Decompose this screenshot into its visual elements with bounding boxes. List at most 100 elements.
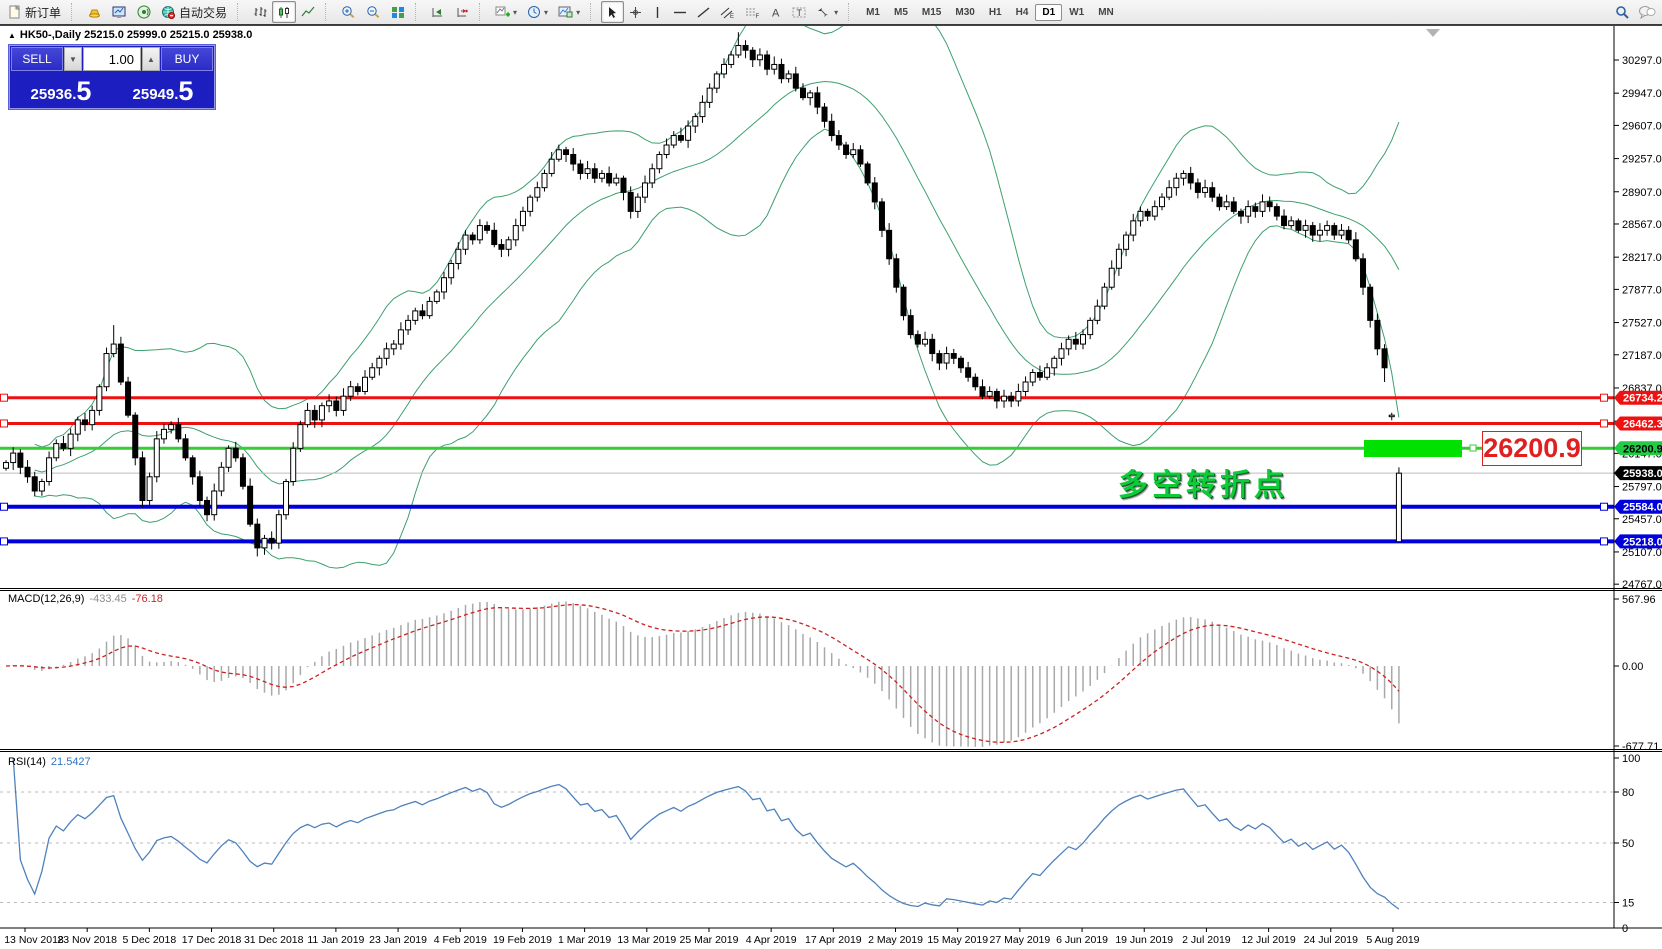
chart-canvas[interactable]: 30297.0 29947.0 29607.0 29257.0 28907.0 28567…: [0, 25, 1662, 949]
new-order-icon: [9, 5, 21, 19]
cursor-tool-button[interactable]: [601, 1, 625, 23]
candle-body: [297, 424, 304, 449]
timeframe-h4-button[interactable]: H4: [1015, 6, 1029, 18]
candle-body: [1374, 319, 1381, 350]
charts-button[interactable]: [107, 1, 132, 23]
callout-anchor-handle[interactable]: [1469, 444, 1477, 452]
timeframe-h1-button[interactable]: H1: [988, 6, 1002, 18]
candle-body: [1080, 334, 1086, 345]
candle-body: [1245, 206, 1252, 217]
line-anchor-handle[interactable]: [0, 419, 8, 428]
candle-body: [326, 400, 333, 407]
bar-chart-type-button[interactable]: [248, 1, 272, 23]
market-watch-button[interactable]: [82, 1, 107, 23]
candle-body: [24, 466, 31, 478]
volume-decrease-button[interactable]: ▼: [64, 47, 82, 71]
search-icon[interactable]: [1615, 5, 1630, 20]
scroll-to-end-marker[interactable]: [1426, 29, 1440, 37]
timeframe-m5-button[interactable]: M5: [894, 6, 908, 18]
chart-shift-button[interactable]: [450, 1, 474, 23]
candle-chart-icon: [279, 6, 290, 18]
hline-tool-button[interactable]: [668, 1, 692, 23]
trendline-tool-button[interactable]: [692, 1, 715, 23]
timeframe-mn-button[interactable]: MN: [1098, 6, 1114, 18]
turning-point-highlight-box[interactable]: [1364, 440, 1462, 457]
new-order-button[interactable]: 新订单: [3, 1, 66, 23]
periods-button[interactable]: ▾: [522, 1, 553, 23]
dropdown-caret: ▾: [834, 7, 839, 17]
fibonacci-tool-button[interactable]: F: [740, 1, 765, 23]
zoom-out-button[interactable]: [361, 1, 386, 23]
line-anchor-handle[interactable]: [1600, 537, 1608, 546]
timeframe-d1-button[interactable]: D1: [1035, 3, 1063, 21]
candle-body: [160, 428, 167, 440]
date-tick-label: 23 Nov 2018: [57, 934, 117, 946]
candle-body: [1237, 210, 1244, 217]
auto-scroll-button[interactable]: [426, 1, 450, 23]
price-badge: [1614, 534, 1662, 549]
line-anchor-handle[interactable]: [0, 502, 8, 511]
label-tool-button[interactable]: T: [787, 1, 811, 23]
candle-body: [247, 485, 254, 525]
line-anchor-handle[interactable]: [0, 393, 8, 402]
candle-body: [419, 310, 426, 317]
timeframe-m15-button[interactable]: M15: [921, 6, 942, 18]
price-tick-label: 25797.0: [1622, 482, 1662, 494]
candle-body: [1101, 286, 1108, 307]
line-chart-type-button[interactable]: [296, 1, 320, 23]
candle-body: [764, 54, 771, 70]
price-badge-label: 26734.2: [1623, 393, 1662, 405]
chat-icon[interactable]: [1638, 5, 1656, 19]
candle-body: [914, 334, 921, 345]
buy-button[interactable]: BUY: [161, 47, 213, 71]
candle-body: [1367, 286, 1374, 321]
candle-body: [1288, 220, 1295, 227]
candle-body: [1029, 372, 1036, 383]
timeframe-group: M1 M5 M15 M30 H1 H4 D1 W1 MN: [856, 0, 1124, 24]
channel-tool-button[interactable]: E: [715, 1, 740, 23]
arrows-tool-button[interactable]: ▾: [811, 1, 843, 23]
buy-price[interactable]: 25949. 5: [113, 73, 213, 107]
candle-body: [685, 125, 692, 141]
candle-body: [1151, 206, 1158, 217]
candle-body: [957, 357, 964, 369]
timeframe-w1-button[interactable]: W1: [1069, 6, 1085, 18]
text-tool-button[interactable]: A: [765, 1, 787, 23]
line-anchor-handle[interactable]: [1600, 502, 1608, 511]
zoom-in-button[interactable]: [336, 1, 361, 23]
auto-trading-button[interactable]: 自动交易: [156, 1, 232, 23]
candle-body: [749, 49, 756, 61]
toolbar-separator: [237, 3, 243, 21]
candle-body: [426, 300, 433, 317]
timeframe-m1-button[interactable]: M1: [866, 6, 880, 18]
tile-windows-button[interactable]: [386, 1, 410, 23]
candle-chart-type-button[interactable]: [272, 1, 297, 23]
line-anchor-handle[interactable]: [1600, 393, 1608, 402]
candle-body: [1115, 248, 1122, 269]
indicators-add-icon: [495, 6, 511, 17]
timeframe-m30-button[interactable]: M30: [955, 6, 975, 18]
candle-body: [570, 154, 577, 165]
collapse-triangle-icon[interactable]: ▲: [8, 31, 16, 40]
sell-button[interactable]: SELL: [11, 47, 63, 71]
sell-price[interactable]: 25936. 5: [11, 73, 111, 107]
bollinger-middle-band: [34, 80, 1400, 485]
indicators-button[interactable]: ▾: [490, 1, 522, 23]
line-anchor-handle[interactable]: [0, 537, 8, 546]
vline-tool-button[interactable]: [647, 1, 668, 23]
crosshair-tool-button[interactable]: [624, 1, 647, 23]
price-badge-label: 26200.9: [1623, 443, 1662, 455]
candle-body: [333, 400, 340, 411]
candle-body: [1087, 319, 1094, 336]
monitor-icon: [112, 6, 126, 18]
price-level-callout[interactable]: 26200.9: [1482, 431, 1582, 466]
volume-input[interactable]: 1.00: [83, 47, 141, 71]
turning-point-annotation[interactable]: 多空转折点: [1118, 469, 1288, 502]
candle-body: [318, 405, 325, 421]
candle-body: [835, 135, 842, 146]
line-anchor-handle[interactable]: [1600, 419, 1608, 428]
templates-button[interactable]: ▾: [553, 1, 585, 23]
signals-button[interactable]: [132, 1, 156, 23]
volume-increase-button[interactable]: ▲: [142, 47, 160, 71]
